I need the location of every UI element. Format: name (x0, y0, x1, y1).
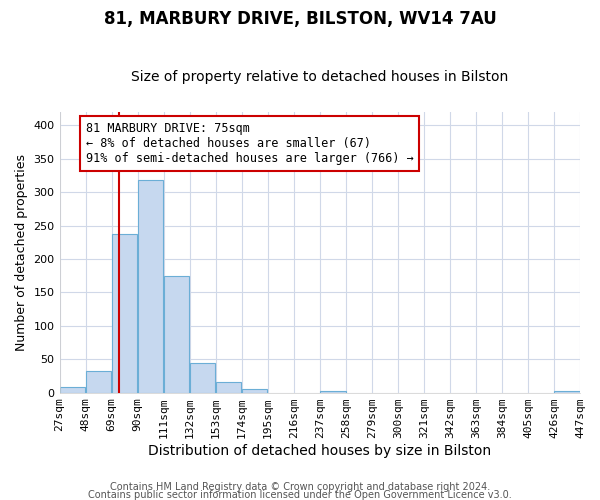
Bar (216, 382, 241, 392)
X-axis label: Distribution of detached houses by size in Bilston: Distribution of detached houses by size … (148, 444, 491, 458)
Text: Contains public sector information licensed under the Open Government Licence v3: Contains public sector information licen… (88, 490, 512, 500)
Title: Size of property relative to detached houses in Bilston: Size of property relative to detached ho… (131, 70, 508, 85)
Bar (86, 371, 112, 392)
Bar (138, 180, 163, 392)
Bar (320, 390, 346, 392)
Y-axis label: Number of detached properties: Number of detached properties (15, 154, 28, 351)
Text: 81 MARBURY DRIVE: 75sqm
← 8% of detached houses are smaller (67)
91% of semi-det: 81 MARBURY DRIVE: 75sqm ← 8% of detached… (86, 122, 413, 165)
Bar (554, 390, 580, 392)
Bar (242, 389, 268, 392)
Bar (112, 234, 137, 392)
Text: Contains HM Land Registry data © Crown copyright and database right 2024.: Contains HM Land Registry data © Crown c… (110, 482, 490, 492)
Bar (190, 362, 215, 392)
Bar (60, 387, 85, 392)
Bar (164, 276, 190, 392)
Text: 81, MARBURY DRIVE, BILSTON, WV14 7AU: 81, MARBURY DRIVE, BILSTON, WV14 7AU (104, 10, 496, 28)
